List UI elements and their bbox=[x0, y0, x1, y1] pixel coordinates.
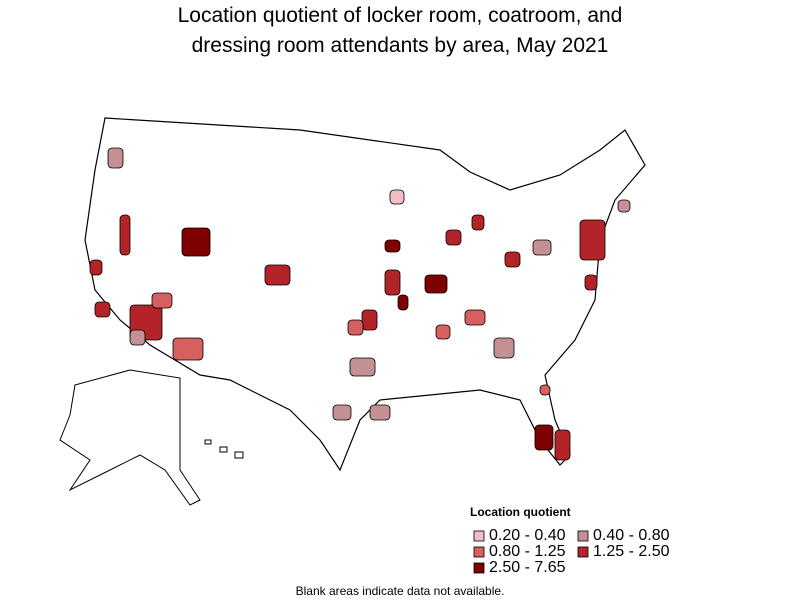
legend-swatch bbox=[473, 562, 485, 574]
area bbox=[349, 357, 376, 377]
area bbox=[397, 294, 409, 311]
area bbox=[493, 337, 515, 359]
area bbox=[617, 199, 631, 213]
legend-swatch bbox=[473, 530, 485, 542]
area bbox=[361, 309, 378, 331]
area bbox=[464, 309, 486, 326]
area bbox=[534, 424, 554, 451]
hawaii bbox=[204, 439, 244, 459]
area bbox=[347, 319, 364, 336]
legend-label: 0.40 - 0.80 bbox=[593, 527, 670, 544]
map bbox=[59, 117, 646, 506]
legend-title: Location quotient bbox=[470, 505, 571, 519]
area bbox=[369, 404, 391, 421]
legend-swatch bbox=[577, 530, 589, 542]
area bbox=[332, 404, 352, 421]
area bbox=[539, 384, 551, 396]
legend-label: 0.20 - 0.40 bbox=[489, 527, 566, 544]
area bbox=[151, 292, 173, 309]
area bbox=[264, 264, 291, 286]
area bbox=[129, 329, 146, 346]
area bbox=[445, 229, 462, 246]
legend-swatch bbox=[577, 546, 589, 558]
area bbox=[119, 214, 131, 256]
area bbox=[384, 269, 401, 296]
area bbox=[424, 274, 448, 294]
area bbox=[554, 429, 571, 461]
area bbox=[389, 189, 405, 205]
area bbox=[435, 324, 451, 340]
alaska-outline bbox=[59, 369, 201, 506]
legend: Location quotient 0.20 - 0.40 0.40 - 0.80… bbox=[470, 505, 670, 576]
footnote: Blank areas indicate data not available. bbox=[296, 584, 505, 598]
legend-label: 2.50 - 7.65 bbox=[489, 559, 566, 576]
area bbox=[94, 301, 111, 318]
area bbox=[172, 337, 204, 361]
title: Location quotient of locker room, coatro… bbox=[178, 4, 623, 57]
legend-label: 0.80 - 1.25 bbox=[489, 543, 566, 560]
area bbox=[579, 219, 606, 261]
area bbox=[89, 259, 103, 276]
island bbox=[234, 451, 244, 459]
area bbox=[471, 214, 485, 231]
area bbox=[107, 147, 124, 169]
island bbox=[219, 446, 228, 453]
island bbox=[204, 439, 212, 445]
area bbox=[384, 239, 401, 253]
area bbox=[181, 227, 211, 257]
area bbox=[584, 274, 598, 291]
legend-label: 1.25 - 2.50 bbox=[593, 543, 670, 560]
area bbox=[532, 239, 552, 256]
legend-swatch bbox=[473, 546, 485, 558]
area bbox=[504, 251, 521, 268]
